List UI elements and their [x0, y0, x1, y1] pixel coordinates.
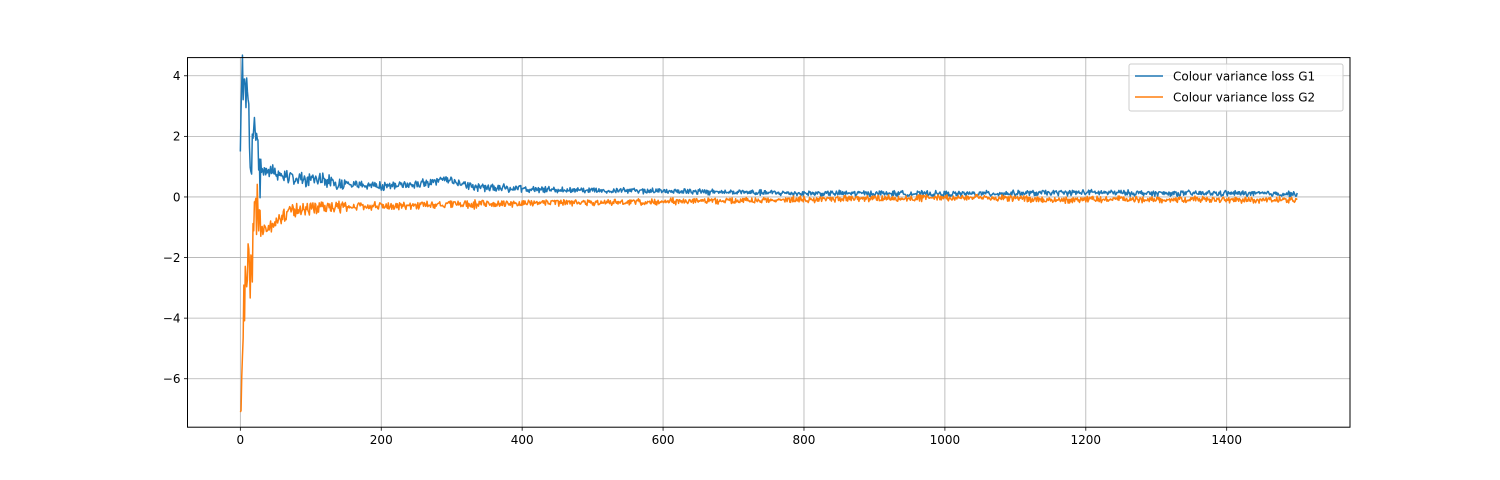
x-tick-label: 800	[793, 433, 816, 447]
legend-label-g1: Colour variance loss G1	[1173, 70, 1315, 84]
y-tick-label: −4	[163, 311, 181, 325]
x-tick-label: 1000	[930, 433, 961, 447]
x-tick-label: 600	[652, 433, 675, 447]
legend-label-g2: Colour variance loss G2	[1173, 91, 1315, 105]
legend: Colour variance loss G1 Colour variance …	[1128, 63, 1344, 112]
y-tick-label: 4	[173, 69, 181, 83]
series-line-g2	[239, 183, 1298, 413]
x-tick-label: 400	[511, 433, 534, 447]
x-tick-label: 1200	[1071, 433, 1102, 447]
x-tick-label: 0	[237, 433, 245, 447]
y-tick-label: −2	[163, 251, 181, 265]
plot-frame	[187, 57, 1351, 428]
legend-box	[1128, 63, 1344, 112]
series-layer	[239, 54, 1298, 413]
x-tick-label: 1400	[1211, 433, 1242, 447]
y-tick-label: 0	[173, 190, 181, 204]
y-tick-label: −6	[163, 372, 181, 386]
series-line-g1	[239, 54, 1298, 199]
y-tick-label: 2	[173, 130, 181, 144]
x-tick-label: 200	[370, 433, 393, 447]
plot-area	[187, 57, 1350, 428]
axis-ticks: 0 200 400 600 800 1000 1200 1400 4 2 0 −2 −4 −6	[163, 69, 1242, 447]
